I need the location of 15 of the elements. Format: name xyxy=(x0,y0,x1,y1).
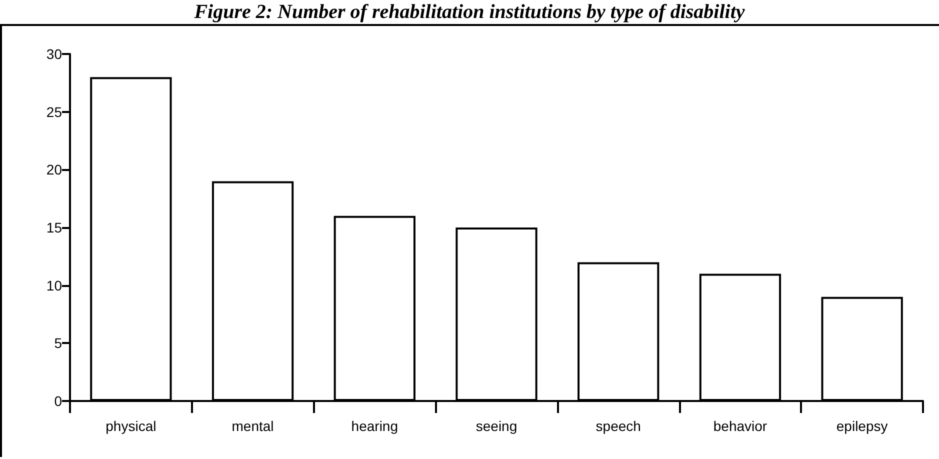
x-tick-label: hearing xyxy=(351,418,398,434)
x-tick-label: speech xyxy=(596,418,641,434)
x-tick-label: physical xyxy=(106,418,156,434)
chart-title: Figure 2: Number of rehabilitation institutions by type of disability xyxy=(0,0,939,26)
x-tick-label: seeing xyxy=(476,418,518,434)
y-tick-label: 30 xyxy=(46,46,62,62)
x-tick-label: behavior xyxy=(713,418,768,434)
y-tick-label: 10 xyxy=(46,277,62,294)
y-tick-label: 25 xyxy=(46,104,62,120)
x-tick-label: mental xyxy=(232,418,274,434)
y-tick-label: 5 xyxy=(54,335,62,352)
x-tick-label: epilepsy xyxy=(836,418,888,434)
y-tick-label: 20 xyxy=(46,162,62,178)
y-tick-label: 0 xyxy=(54,393,62,409)
y-tick-label: 15 xyxy=(46,220,62,236)
